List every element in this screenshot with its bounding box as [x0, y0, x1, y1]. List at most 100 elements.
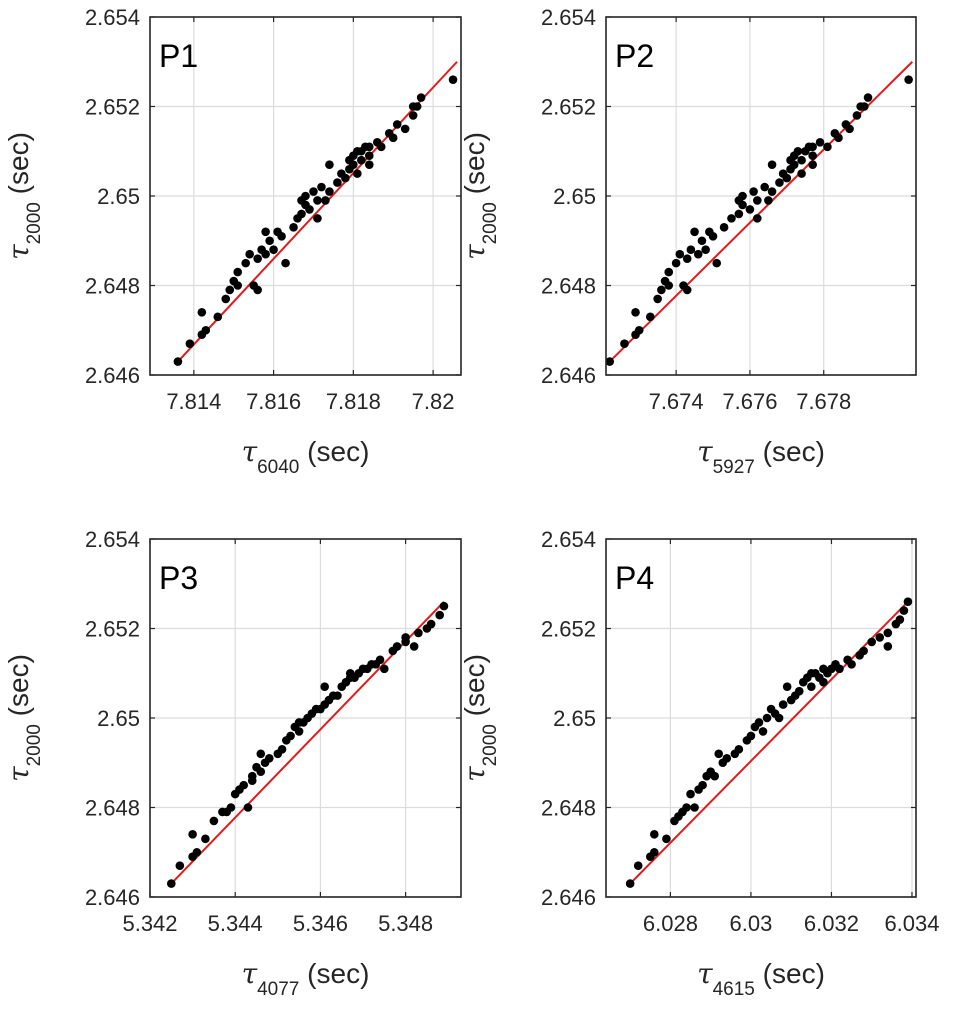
data-point [313, 214, 322, 223]
y-tick-label: 2.646 [541, 363, 596, 388]
data-point [774, 713, 784, 723]
data-point [754, 718, 764, 727]
x-axis-label: τ4077 (sec) [242, 957, 370, 1000]
data-point [815, 138, 825, 147]
data-point [690, 803, 699, 812]
data-point [261, 249, 270, 259]
data-point [192, 847, 202, 857]
data-point [775, 178, 784, 187]
data-point [201, 325, 211, 335]
data-point [808, 142, 817, 152]
data-point [808, 160, 817, 169]
data-point [321, 196, 330, 205]
data-point [645, 312, 655, 322]
data-point [682, 254, 692, 263]
x-tick-label: 6.03 [730, 911, 773, 936]
data-point [719, 223, 729, 232]
data-point [675, 249, 685, 259]
data-point [439, 601, 449, 611]
data-point [633, 861, 643, 870]
data-point [808, 151, 817, 161]
data-point [364, 160, 374, 169]
data-point [762, 713, 772, 723]
data-point [650, 847, 659, 857]
y-tick-label: 2.65 [97, 184, 140, 209]
data-point [710, 771, 720, 781]
data-point [875, 633, 885, 642]
data-point [650, 830, 659, 839]
data-point [903, 597, 913, 606]
data-point [325, 160, 334, 169]
data-point [221, 294, 231, 304]
data-point [226, 803, 236, 812]
data-point [797, 169, 806, 178]
data-point [794, 686, 804, 696]
axes-frame [149, 16, 462, 376]
data-point [823, 142, 832, 152]
data-point [845, 124, 854, 134]
data-point [734, 209, 744, 219]
data-point [167, 879, 176, 888]
fit-line [608, 61, 914, 363]
data-point [225, 285, 235, 295]
axes-frame [605, 538, 917, 898]
data-point [782, 682, 792, 691]
data-point [241, 258, 250, 268]
data-point [388, 133, 398, 143]
data-point [357, 155, 366, 165]
data-point [175, 861, 185, 870]
data-point [409, 642, 419, 651]
data-point [173, 357, 183, 366]
data-point [682, 803, 691, 812]
panel-label: P4 [615, 560, 654, 596]
data-point [693, 249, 703, 259]
x-axis-label: τ6040 (sec) [242, 435, 370, 478]
data-point [209, 816, 219, 826]
data-point [749, 187, 758, 196]
axes-frame [605, 16, 917, 376]
data-point [253, 285, 262, 295]
x-tick-label: 6.032 [804, 911, 859, 936]
data-point [317, 182, 326, 192]
data-point [746, 731, 756, 741]
x-tick-label: 5.348 [378, 911, 433, 936]
x-tick-label: 5.342 [122, 911, 177, 936]
data-point [247, 776, 257, 785]
data-point [727, 214, 736, 223]
data-point [375, 655, 385, 665]
data-point [277, 745, 287, 754]
data-point [233, 267, 243, 277]
data-point [738, 191, 747, 201]
x-tick-label: 6.034 [884, 911, 939, 936]
data-point [400, 124, 410, 134]
data-point [904, 75, 913, 84]
data-point [448, 75, 458, 84]
data-point [243, 803, 253, 812]
data-point [364, 142, 374, 152]
data-point [860, 102, 869, 111]
y-tick-label: 2.654 [541, 5, 596, 30]
data-point [353, 169, 362, 178]
y-tick-label: 2.648 [85, 796, 140, 821]
data-point [758, 727, 768, 736]
data-point [760, 182, 769, 192]
panel-p1: 7.814 7.816 7.818 7.82 2.646 2.648 2.65 2.652 2.… [2, 5, 462, 478]
y-axis-label: τ2000 (sec) [458, 132, 501, 260]
data-point [722, 753, 732, 763]
data-point [294, 727, 304, 736]
data-point [782, 173, 792, 183]
data-point [416, 93, 426, 102]
data-point [835, 664, 844, 674]
data-point [286, 731, 295, 741]
data-point [682, 285, 692, 295]
y-tick-label: 2.654 [85, 5, 140, 30]
data-point [631, 308, 640, 317]
panel-label: P1 [159, 38, 198, 74]
y-tick-label: 2.65 [553, 184, 596, 209]
data-point [847, 660, 856, 669]
data-point [653, 294, 662, 304]
data-point [819, 677, 828, 687]
data-point [767, 187, 777, 196]
data-point [701, 245, 710, 254]
panel-p2: 7.674 7.676 7.678 2.646 2.648 2.65 2.652 2.654 P… [458, 5, 917, 478]
